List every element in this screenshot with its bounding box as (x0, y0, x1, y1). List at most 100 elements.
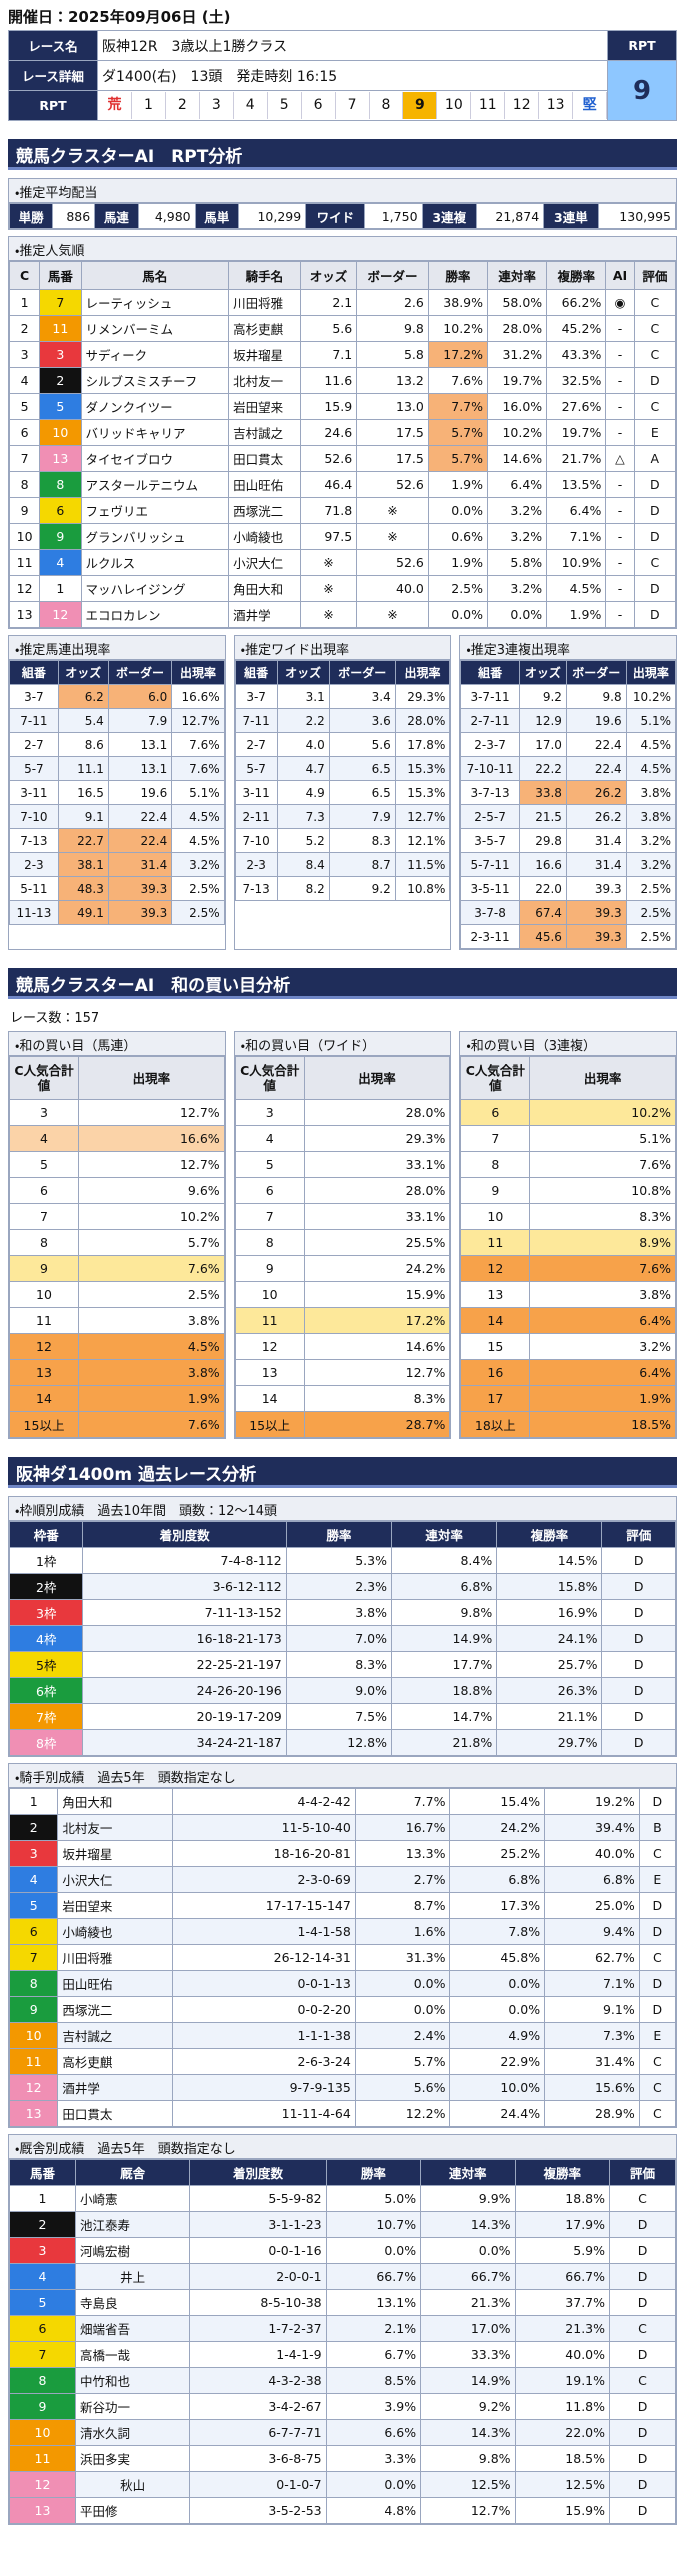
cell: 13.5% (546, 471, 607, 498)
cell: タイセイブロウ (80, 445, 230, 472)
cell: 5 (9, 2289, 76, 2316)
cell: 13.1 (107, 732, 173, 757)
cell: 9.8 (565, 684, 627, 709)
cell: 48.3 (57, 876, 109, 901)
data-table: 枠番 着別度数 勝率 連対率 複勝率 評価 1枠 7-4-8-112 5.3% 8.4% 14.5%… (8, 1521, 676, 1756)
column-header: 評価 (633, 261, 677, 290)
panel: ・推定ワイド出現率 組番 オッズ ボーダー 出現率 3-7 3.1 3.4 29.3% 7-11 2… (233, 635, 452, 950)
cell: 3 (234, 1099, 305, 1126)
cell: 4.5% (78, 1333, 225, 1360)
cell: 7-11-13-152 (82, 1599, 287, 1626)
cell: 2-7 (234, 732, 278, 757)
cell: 8.4% (390, 1547, 498, 1574)
row: 5 12.7% (9, 1151, 225, 1178)
cell: 10 (9, 2419, 76, 2446)
row: 10 9 グランバリッシュ 小崎綾也 97.5 ※ 0.6% 3.2% 7.1% - D (8, 523, 677, 550)
scale-item: 荒 (98, 92, 132, 119)
cell: 25.0% (544, 1892, 640, 1919)
row: 15以上 7.6% (9, 1411, 225, 1438)
row: 10 吉村誠之 1-1-1-38 2.4% 4.9% 7.3% E (8, 2022, 677, 2049)
race-count: レース数：157 (10, 1011, 100, 1026)
row: レース名 阪神12R 3歳以上1勝クラス RPT (8, 30, 677, 61)
cell: 13 (234, 1359, 305, 1386)
cell: 39.3 (565, 900, 627, 925)
cell: 6.8% (390, 1573, 498, 1600)
cell: 16.6% (78, 1125, 225, 1152)
cell: 26.2 (565, 780, 627, 805)
cell: 畑端省吾 (74, 2315, 191, 2342)
cell: - (605, 471, 635, 498)
cell: 2.5% (625, 924, 677, 949)
cell: 43.3% (546, 341, 607, 368)
cell: アスタールテニウム (80, 471, 230, 498)
row: 10 2.5% (9, 1281, 225, 1308)
row: 7-10 5.2 8.3 12.1% (234, 828, 451, 853)
cell: 3-11 (9, 780, 59, 805)
cell: - (605, 497, 635, 524)
cell: 7 (9, 2341, 76, 2368)
cell: 34-24-21-187 (82, 1729, 287, 1756)
cell: 1 (8, 1788, 59, 1815)
cell: 2.5% (171, 876, 225, 901)
combo-row: ・推定馬連出現率 組番 オッズ ボーダー 出現率 3-7 6.2 6.0 16.6% 7-11 5.… (8, 635, 678, 950)
scale-item: 13 (539, 92, 574, 119)
cell: 19.7% (487, 367, 548, 394)
cell: D (633, 523, 677, 550)
cell: 3.2% (171, 852, 225, 877)
data-table: 組番 オッズ ボーダー 出現率 3-7 6.2 6.0 16.6% 7-11 5.4 7.9 12.7… (9, 660, 225, 925)
cell: 21.1% (496, 1703, 603, 1730)
cell: 18-16-20-81 (172, 1840, 356, 1867)
cell: 12 (9, 2471, 76, 2498)
cell: 12.7% (171, 708, 225, 733)
cell: D (601, 1625, 676, 1652)
cell: 11 (8, 2048, 59, 2075)
cell: 6-7-7-71 (189, 2419, 327, 2446)
cell: 22.7 (57, 828, 109, 853)
cell: 9.4% (544, 1918, 640, 1945)
cell: 1-7-2-37 (189, 2315, 327, 2342)
data-table: 馬番 厩舎 着別度数 勝率 連対率 複勝率 評価 1 小崎憲 5-5-9-82 5.0% 9.9% 18… (9, 2159, 676, 2524)
column-header: 勝率 (427, 261, 489, 290)
row: 8 田山旺佑 0-0-1-13 0.0% 0.0% 7.1% D (8, 1970, 677, 1997)
column-header: 着別度数 (82, 1521, 287, 1548)
column-header: 馬番 (9, 2159, 76, 2186)
row: 11 浜田多実 3-6-8-75 3.3% 9.8% 18.5% D (9, 2445, 676, 2472)
cell: ※ (299, 549, 358, 576)
row: 5-7 11.1 13.1 7.6% (9, 756, 225, 781)
cell: 5 (8, 393, 41, 420)
cell: 22.9% (449, 2048, 546, 2075)
cell: 12.7% (394, 804, 451, 829)
cell: D (609, 2263, 676, 2290)
cell: 31.4% (544, 2048, 640, 2075)
cell: 酒井学 (228, 601, 301, 628)
cell: D (609, 2497, 676, 2524)
cell: 15.9% (303, 1281, 451, 1308)
cell: 7枠 (8, 1703, 84, 1730)
cell: 40.0 (356, 575, 429, 602)
cell: D (609, 2211, 676, 2238)
row: 3-11 16.5 19.6 5.1% (9, 780, 225, 805)
cell: B (638, 1814, 677, 1841)
cell: 7 (460, 1125, 531, 1152)
cell: 田口貫太 (228, 445, 301, 472)
cell: 3.8% (625, 804, 677, 829)
row: 3-7-11 9.2 9.8 10.2% (460, 684, 677, 709)
cell: 2 (8, 1814, 59, 1841)
cell: 14 (9, 1385, 79, 1412)
cell: 10 (460, 1203, 531, 1230)
cell: 10.8% (529, 1177, 677, 1204)
panel: ・枠順別成績 過去10年間 頭数：12～14頭 枠番 着別度数 勝率 連対率 複勝率 評価 1… (8, 1496, 677, 1757)
cell: 15以上 (234, 1411, 305, 1438)
row: 2枠 3-6-12-112 2.3% 6.8% 15.8% D (8, 1573, 676, 1600)
cell: A (633, 445, 677, 472)
cell: 24.2% (449, 1814, 546, 1841)
cell: 2-0-0-1 (189, 2263, 327, 2290)
rpt-scale: 荒 1 2 3 4 5 6 7 8 9 10 11 12 13 堅 (97, 90, 608, 121)
cell: 31.3% (354, 1944, 451, 1971)
cell: 12 (234, 1333, 305, 1360)
cell: D (609, 2237, 676, 2264)
cell: 19.6 (107, 780, 173, 805)
column-header: 着別度数 (189, 2159, 327, 2186)
cell: 8.3% (529, 1203, 677, 1230)
cell: C (609, 2185, 676, 2212)
